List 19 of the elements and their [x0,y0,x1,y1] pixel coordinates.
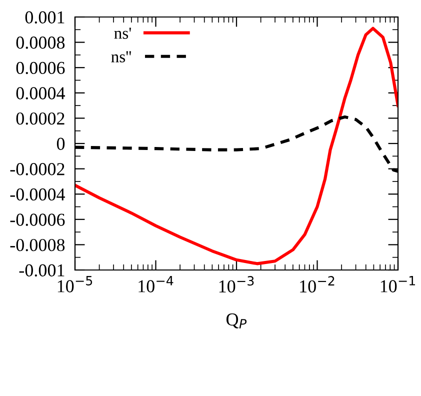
legend-label: ns'' [111,51,131,62]
y-tick-label: 0.0004 [16,87,65,100]
y-tick-label: -0.0008 [10,238,65,252]
y-tick-label: 0.001 [25,11,64,24]
legend-label: ns' [114,28,131,39]
x-tick-label: 10$^{−2}$ [300,276,334,293]
y-tick-label: 0 [56,138,65,150]
y-tick-label: -0.0002 [10,163,64,176]
y-tick-label: 0.0006 [16,62,65,74]
y-tick-label: 0.0002 [16,112,64,125]
y-tick-label: 0.0008 [16,36,65,49]
y-tick-label: -0.001 [19,264,64,277]
x-tick-label: 10$^{−3}$ [219,276,254,293]
x-axis-title: Q$_{P}$ [226,313,247,328]
y-tick-label: -0.0006 [10,214,65,226]
x-tick-label: 10$^{−5}$ [58,276,92,292]
x-tick-label: 10$^{−1}$ [380,276,416,292]
y-tick-label: -0.0004 [10,188,65,201]
x-tick-label: 10$^{−4}$ [138,276,174,292]
